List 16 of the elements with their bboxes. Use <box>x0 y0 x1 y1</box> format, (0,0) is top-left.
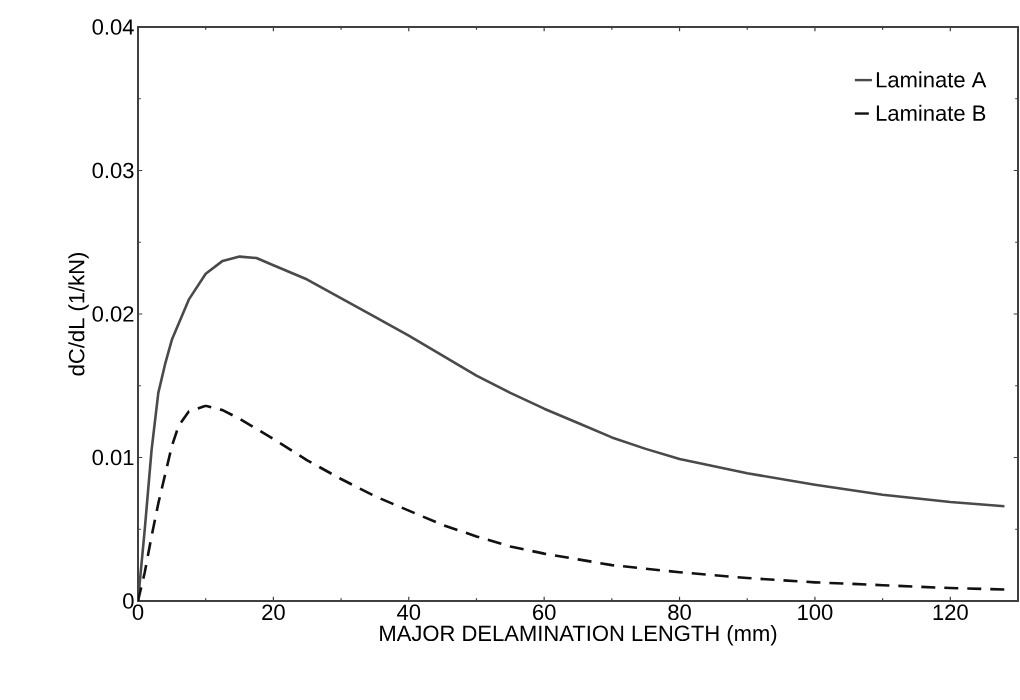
legend-label: Laminate A <box>876 71 987 88</box>
line-series <box>138 404 1006 601</box>
legend-label: Laminate B <box>876 104 986 121</box>
x-axis-title: MAJOR DELAMINATION LENGTH (mm) <box>380 624 777 646</box>
x-tick-label: 20 <box>262 604 285 621</box>
x-tick-label: 80 <box>668 604 691 621</box>
y-tick-label: 0.01 <box>92 449 134 466</box>
y-tick-label: 0.04 <box>92 19 134 35</box>
x-tick-label: 60 <box>533 604 556 621</box>
y-tick-label: 0.02 <box>92 306 134 322</box>
y-tick-label: 0 <box>123 593 134 609</box>
y-axis-title: dC/dL (1/kN) <box>68 253 89 376</box>
x-tick-label: 120 <box>933 604 968 621</box>
x-tick-label: 40 <box>397 604 421 621</box>
y-tick-label: 0.03 <box>92 162 134 179</box>
x-tick-label: 100 <box>798 604 833 621</box>
